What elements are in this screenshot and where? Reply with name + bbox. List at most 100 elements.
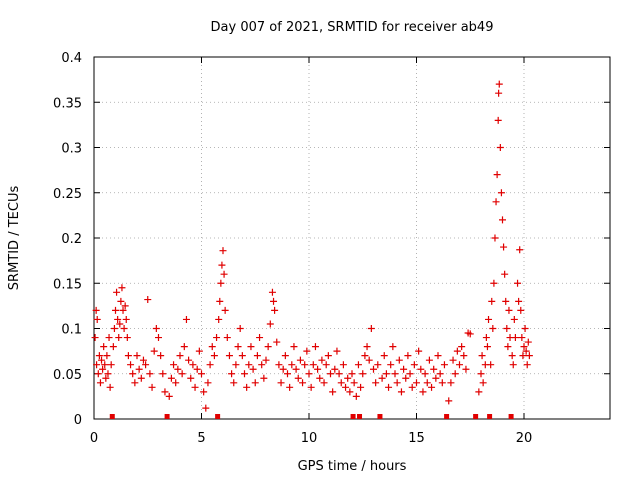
data-point xyxy=(232,361,240,369)
data-point xyxy=(148,383,156,391)
data-point xyxy=(488,297,496,305)
data-point xyxy=(223,334,231,342)
data-point xyxy=(281,352,289,360)
data-point xyxy=(260,374,268,382)
y-tick-label: 0.35 xyxy=(53,96,82,111)
data-point xyxy=(165,392,173,400)
data-point xyxy=(333,347,341,355)
data-point xyxy=(245,361,253,369)
data-point xyxy=(354,361,362,369)
data-point xyxy=(311,343,319,351)
data-point xyxy=(113,288,121,296)
x-tick-label: 15 xyxy=(408,431,425,446)
baseline-marker xyxy=(487,414,493,419)
baseline-marker xyxy=(473,414,479,419)
data-point xyxy=(198,370,205,378)
x-axis-label: GPS time / hours xyxy=(298,459,407,474)
data-point xyxy=(137,374,145,382)
y-tick-label: 0.25 xyxy=(53,187,82,202)
data-point xyxy=(103,352,111,360)
data-point xyxy=(337,379,345,387)
baseline-marker xyxy=(215,414,221,419)
data-point xyxy=(161,388,169,396)
data-point xyxy=(316,374,324,382)
y-tick-label: 0.15 xyxy=(53,277,82,292)
data-point xyxy=(318,356,326,364)
data-point xyxy=(408,383,416,391)
data-point xyxy=(219,247,227,255)
data-point xyxy=(133,352,141,360)
data-point xyxy=(432,374,440,382)
data-point xyxy=(144,296,152,304)
data-point xyxy=(236,325,244,332)
data-point xyxy=(189,361,197,369)
data-point xyxy=(352,392,360,400)
data-point xyxy=(447,379,455,387)
data-point xyxy=(123,334,131,342)
data-point xyxy=(247,343,255,351)
data-point xyxy=(495,80,503,88)
data-point xyxy=(445,397,453,405)
data-point xyxy=(393,379,401,387)
data-point xyxy=(385,383,393,391)
data-point xyxy=(419,388,427,396)
data-point xyxy=(249,365,257,373)
data-point xyxy=(119,306,127,314)
data-point xyxy=(96,379,104,387)
data-point xyxy=(357,383,365,391)
data-point xyxy=(453,347,461,355)
data-point xyxy=(296,356,304,364)
data-point xyxy=(397,388,405,396)
baseline-markers xyxy=(109,414,514,419)
baseline-marker xyxy=(350,414,356,419)
data-point xyxy=(410,361,418,369)
data-point xyxy=(335,370,343,378)
data-point xyxy=(279,365,287,373)
data-point xyxy=(91,334,99,342)
data-point xyxy=(501,270,509,278)
data-point xyxy=(122,315,130,323)
data-point xyxy=(288,361,296,369)
data-point xyxy=(109,343,117,351)
data-point xyxy=(524,338,532,346)
data-point xyxy=(344,374,352,382)
data-point xyxy=(487,361,495,369)
grid-lines xyxy=(94,57,610,419)
data-point xyxy=(187,374,195,382)
data-point xyxy=(116,320,124,328)
data-point xyxy=(191,383,199,391)
data-point xyxy=(309,361,317,369)
data-point xyxy=(290,343,298,351)
data-point xyxy=(497,189,505,197)
data-point xyxy=(262,356,270,364)
baseline-marker xyxy=(444,414,450,419)
data-point xyxy=(374,361,382,369)
baseline-marker xyxy=(109,414,115,419)
data-point xyxy=(494,116,502,124)
data-point xyxy=(491,234,499,242)
data-point xyxy=(243,383,251,391)
data-point xyxy=(367,325,375,332)
data-point xyxy=(114,315,122,323)
data-point xyxy=(95,352,103,360)
data-point xyxy=(517,306,525,314)
data-point xyxy=(115,334,123,342)
data-point xyxy=(241,370,248,378)
x-tick-label: 5 xyxy=(197,431,205,446)
data-point xyxy=(515,297,523,305)
data-point xyxy=(499,216,506,224)
data-point xyxy=(94,370,102,378)
y-tick-label: 0.3 xyxy=(61,142,82,157)
data-point xyxy=(363,343,371,351)
data-point xyxy=(503,325,511,332)
data-point xyxy=(478,352,486,360)
data-point xyxy=(127,361,135,369)
data-point xyxy=(514,279,522,287)
data-point xyxy=(475,388,483,396)
data-point xyxy=(483,343,491,351)
data-point xyxy=(520,343,528,351)
data-point xyxy=(500,243,508,251)
y-tick-label: 0.05 xyxy=(53,368,82,383)
